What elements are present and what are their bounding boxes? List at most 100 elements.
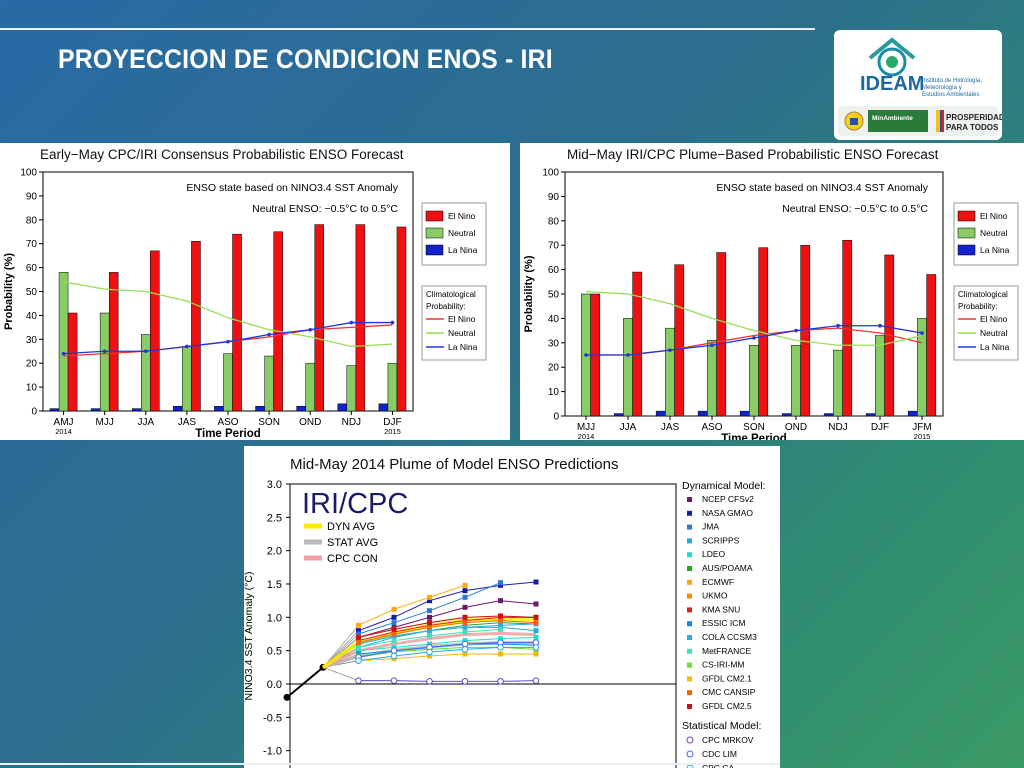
model-point (427, 614, 432, 620)
model-point (391, 638, 397, 644)
ideam-logo-name: IDEAM (860, 73, 924, 95)
model-line (358, 620, 537, 644)
model-point (533, 634, 539, 640)
bar-el-nino (273, 231, 283, 412)
bar-neutral (305, 362, 315, 412)
model-line (358, 623, 537, 645)
model-point (533, 651, 539, 657)
year-label: 2015 (384, 427, 401, 436)
dyn-legend-marker (687, 662, 692, 668)
bar-la-nina (613, 413, 624, 417)
bar-neutral (346, 365, 357, 412)
model-point (356, 622, 361, 628)
dynamical-legend-title: Dynamical Model: (682, 480, 765, 492)
bar-el-nino (632, 271, 643, 417)
clim-legend-label: La Nina (448, 342, 478, 352)
clim-legend-title-2: Probability: (958, 302, 998, 311)
stat-legend-label: CPC MRKOV (702, 735, 754, 745)
model-point (498, 626, 503, 632)
spaghetti-line (322, 625, 359, 668)
annotation-line-2: Neutral ENSO: −0.5°C to 0.5°C (782, 203, 928, 215)
stat-legend-label: CPC CA (702, 763, 734, 768)
x-tick-label: JAS (661, 422, 680, 433)
stat-model-point (355, 677, 362, 684)
clim-point-la-nina (794, 328, 798, 333)
annotation-line-2: Neutral ENSO: −0.5°C to 0.5°C (252, 203, 398, 215)
plume-y-tick-label: 1.0 (267, 612, 282, 624)
bar-la-nina (865, 413, 876, 417)
annotation-line-1: ENSO state based on NINO3.4 SST Anomaly (186, 182, 398, 194)
dyn-legend-label: LDEO (702, 549, 726, 559)
legend-swatch (957, 244, 976, 256)
stat-legend-marker (686, 750, 694, 758)
dyn-legend-label: CS-IRI-MM (702, 660, 745, 670)
annotation-line-1: ENSO state based on NINO3.4 SST Anomaly (716, 182, 928, 194)
legend-label: El Nino (980, 211, 1008, 221)
model-point (498, 636, 503, 642)
bar-la-nina (131, 408, 142, 412)
model-point (462, 638, 468, 644)
stat-model-point (390, 677, 398, 684)
y-tick-label: 50 (548, 290, 560, 301)
ideam-subtitle-2: Meteorología y (922, 85, 962, 91)
dyn-legend-label: UKMO (702, 591, 728, 601)
y-tick-label: 80 (26, 215, 38, 226)
model-point (391, 631, 397, 637)
dyn-legend-label: GFDL CM2.1 (702, 673, 752, 683)
dyn-legend-marker (687, 524, 692, 530)
clim-point-la-nina (878, 323, 882, 328)
clim-legend-label: Neutral (980, 328, 1008, 338)
bar-neutral (99, 312, 110, 412)
clim-line-neutral (63, 281, 393, 348)
spaghetti-line (322, 667, 359, 681)
dyn-legend-marker (687, 676, 692, 682)
x-axis-label: Time Period (195, 428, 261, 440)
clim-line-neutral (585, 290, 923, 346)
dyn-legend-label: COLA CCSM3 (702, 632, 757, 642)
model-point (391, 606, 397, 612)
stat-model-point (497, 678, 504, 685)
y-tick-label: 10 (26, 383, 38, 394)
motto-line-1: PROSPERIDAD (946, 113, 1002, 122)
clim-point-la-nina (584, 353, 588, 357)
stat-model-line (358, 642, 536, 658)
stat-model-point (390, 647, 398, 654)
observed-line (286, 666, 324, 699)
x-tick-label: DJF (871, 422, 889, 433)
model-line (358, 636, 537, 652)
dyn-legend-label: KMA SNU (702, 604, 740, 614)
clim-legend-title-1: Climatological (958, 290, 1008, 299)
model-point (391, 626, 397, 632)
y-tick-label: 50 (26, 287, 38, 298)
bar-el-nino (232, 233, 242, 412)
legend-swatch (957, 210, 976, 222)
stat-model-point (355, 657, 362, 664)
y-tick-label: 90 (26, 191, 38, 202)
dyn-legend-label: ESSIC ICM (702, 618, 745, 628)
consensus-forecast-chart: Early−May CPC/IRI Consensus Probabilisti… (3, 147, 487, 440)
y-tick-label: 70 (26, 239, 38, 250)
model-point (533, 601, 539, 607)
dyn-legend-marker (687, 510, 692, 516)
bar-la-nina (214, 405, 224, 412)
dyn-legend-marker (687, 552, 692, 558)
bar-el-nino (108, 272, 119, 412)
bar-el-nino (314, 224, 325, 412)
x-tick-label: SON (743, 422, 765, 433)
model-point (533, 620, 539, 626)
legend-label: Neutral (980, 228, 1008, 238)
bar-la-nina (781, 413, 792, 417)
dyn-legend-label: JMA (702, 522, 719, 532)
bar-neutral (58, 272, 69, 412)
clim-point-la-nina (626, 353, 630, 357)
bar-neutral (623, 318, 633, 417)
model-point (462, 624, 468, 630)
legend-swatch (425, 227, 444, 239)
plume-probabilistic-panel: Mid−May IRI/CPC Plume−Based Probabilisti… (520, 143, 1024, 445)
model-line (358, 600, 537, 638)
clim-point-la-nina (185, 344, 189, 349)
legend-label: La Nina (980, 245, 1010, 255)
bar-la-nina (655, 410, 666, 417)
bar-la-nina (378, 403, 389, 412)
dyn-legend-label: MetFRANCE (702, 646, 751, 656)
